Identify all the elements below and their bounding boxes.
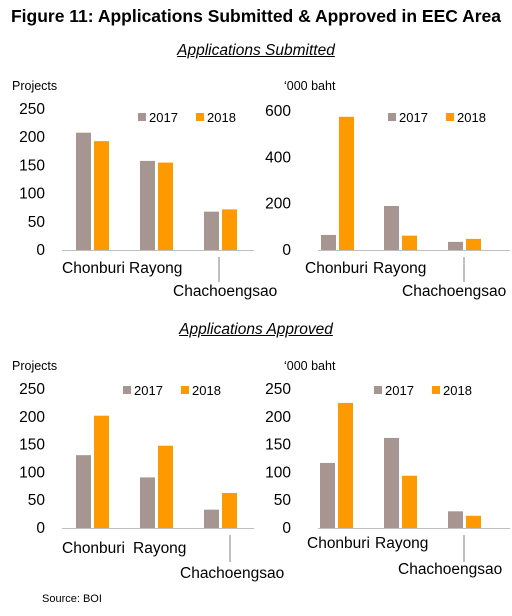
y-axis-unit-label: Projects (12, 359, 57, 373)
category-label: Chonburi (307, 535, 370, 552)
bar-2018-rayong (158, 445, 173, 528)
legend-label-2017: 2017 (149, 110, 178, 125)
y-tick-label: 0 (36, 520, 45, 537)
category-label: Chachoengsao (398, 561, 502, 578)
legend-label-2017: 2017 (399, 110, 428, 125)
legend-swatch-2017 (138, 113, 146, 121)
chart-approved-projects: Projects 0 50 100 150 200 250 Chonburi Rayong Cha… (12, 359, 284, 582)
legend-label-2018: 2018 (192, 383, 221, 398)
category-label: Chonburi (62, 260, 125, 277)
y-tick-label: 150 (265, 437, 291, 454)
bar-2018-chonburi (94, 141, 109, 250)
legend-swatch-2018 (181, 386, 189, 394)
category-label: Chonburi (305, 260, 368, 277)
chart-approved-baht: ‘000 baht 0 50 100 150 200 250 Chonburi Rayong Ch… (265, 359, 510, 578)
bar-2018-chonburi (338, 402, 353, 528)
category-label: Chachoengsao (180, 565, 284, 582)
y-tick-label: 0 (36, 242, 45, 259)
legend-swatch-2017 (123, 386, 131, 394)
bar-2017-chonburi (76, 455, 91, 528)
y-tick-label: 600 (265, 103, 291, 120)
legend-swatch-2017 (374, 386, 382, 394)
legend-swatch-2017 (388, 113, 396, 121)
y-tick-label: 200 (265, 409, 291, 426)
section-title-submitted: Applications Submitted (177, 42, 335, 59)
y-tick-label: 0 (282, 520, 291, 537)
legend-label-2018: 2018 (457, 110, 486, 125)
bar-2018-chachoengsao (222, 209, 237, 250)
bar-2018-chachoengsao (466, 238, 481, 250)
y-tick-label: 250 (265, 381, 291, 398)
y-tick-label: 400 (265, 149, 291, 166)
legend-label-2017: 2017 (385, 383, 414, 398)
category-label: Chachoengsao (402, 283, 506, 300)
y-tick-label: 100 (19, 186, 45, 203)
source-note: Source: BOI (42, 593, 102, 605)
bar-2017-rayong (140, 160, 155, 250)
bar-2018-rayong (402, 475, 417, 528)
legend-label-2018: 2018 (207, 110, 236, 125)
y-tick-label: 250 (19, 101, 45, 118)
bar-2018-chachoengsao (466, 515, 481, 528)
y-tick-label: 50 (28, 492, 46, 509)
bar-2018-chachoengsao (222, 492, 237, 528)
legend-label-2018: 2018 (443, 383, 472, 398)
bar-2018-chonburi (339, 116, 354, 251)
y-tick-label: 0 (282, 242, 291, 259)
legend-swatch-2018 (196, 113, 204, 121)
bar-2017-chonburi (320, 462, 335, 528)
y-tick-label: 150 (19, 157, 45, 174)
y-tick-label: 200 (265, 196, 291, 213)
bar-2017-chonburi (76, 132, 91, 250)
bar-2017-chachoengsao (448, 241, 463, 250)
bar-2017-chachoengsao (204, 509, 219, 528)
category-label: Chonburi (62, 540, 125, 557)
y-tick-label: 100 (265, 464, 291, 481)
bar-2017-rayong (384, 205, 399, 250)
legend-label-2017: 2017 (134, 383, 163, 398)
bar-2018-rayong (158, 162, 173, 250)
bar-2017-chachoengsao (448, 511, 463, 528)
legend-swatch-2018 (446, 113, 454, 121)
y-tick-label: 200 (19, 129, 45, 146)
category-label: Chachoengsao (173, 283, 277, 300)
y-tick-label: 100 (19, 464, 45, 481)
y-tick-label: 150 (19, 437, 45, 454)
bar-2017-rayong (384, 437, 399, 528)
chart-submitted-projects: Projects 0 50 100 150 200 250 Chonburi Rayong Cha… (12, 79, 277, 300)
legend-swatch-2018 (432, 386, 440, 394)
figure-title: Figure 11: Applications Submitted & Appr… (10, 6, 502, 26)
y-tick-label: 200 (19, 409, 45, 426)
bar-2017-chachoengsao (204, 211, 219, 250)
y-axis-unit-label: ‘000 baht (284, 79, 336, 93)
category-label: Rayong (129, 260, 182, 277)
section-title-approved: Applications Approved (179, 321, 333, 338)
y-tick-label: 250 (19, 381, 45, 398)
bar-2018-chonburi (94, 415, 109, 528)
bar-2018-rayong (402, 235, 417, 250)
bar-2017-chonburi (321, 234, 336, 250)
y-axis-unit-label: ‘000 baht (284, 359, 336, 373)
chart-submitted-baht: ‘000 baht 0 200 400 600 Chonburi Rayong Chachoe… (265, 79, 510, 300)
category-label: Rayong (375, 535, 428, 552)
y-tick-label: 50 (28, 214, 46, 231)
y-tick-label: 50 (274, 492, 292, 509)
category-label: Rayong (133, 540, 186, 557)
bar-2017-rayong (140, 477, 155, 528)
y-axis-unit-label: Projects (12, 79, 57, 93)
category-label: Rayong (373, 260, 426, 277)
